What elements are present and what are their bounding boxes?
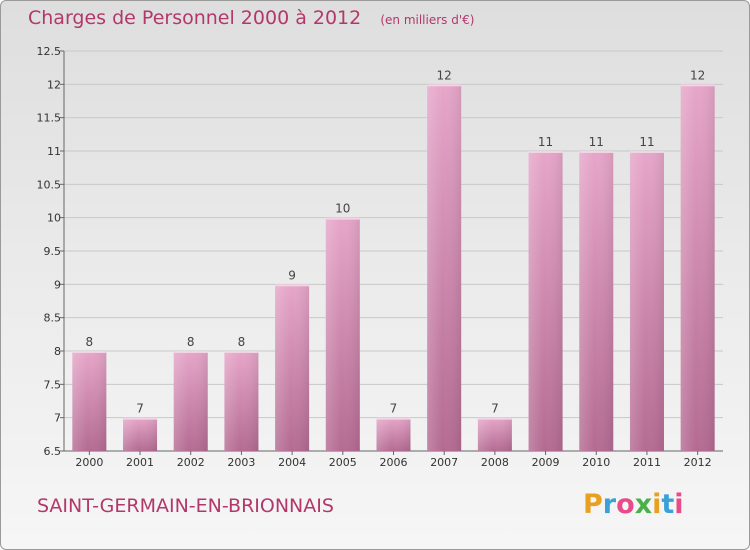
data-label: 11 <box>639 135 654 149</box>
chart-title: Charges de Personnel 2000 à 2012 <box>28 7 362 29</box>
y-tick-label: 6.5 <box>44 445 62 458</box>
logo-letter: r <box>602 489 617 520</box>
data-label: 11 <box>538 135 553 149</box>
bar-shade <box>325 217 360 451</box>
bar-shade <box>123 417 158 451</box>
y-tick-label: 7 <box>54 412 61 425</box>
data-label: 12 <box>690 68 705 82</box>
x-tick-label: 2004 <box>278 456 306 469</box>
y-tick-label: 9.5 <box>44 245 62 258</box>
data-label: 10 <box>335 202 350 216</box>
bar-shade <box>680 84 715 451</box>
bar-top-highlight <box>477 417 512 420</box>
x-tick-label: 2000 <box>75 456 103 469</box>
y-tick-label: 10 <box>47 212 61 225</box>
x-tick-label: 2011 <box>633 456 661 469</box>
x-tick-label: 2003 <box>227 456 255 469</box>
logo-letter: P <box>583 489 603 520</box>
title-row: Charges de Personnel 2000 à 2012 (en mil… <box>28 7 474 29</box>
y-tick-label: 11.5 <box>37 112 62 125</box>
bar-top-highlight <box>376 417 411 420</box>
proxiti-logo[interactable]: Proxiti <box>583 489 684 520</box>
logo-letter: t <box>661 489 675 520</box>
bar-top-highlight <box>173 351 208 353</box>
bar-shade <box>72 351 107 451</box>
bar-top-highlight <box>680 84 715 87</box>
bar-shade <box>579 151 614 451</box>
x-tick-label: 2009 <box>532 456 560 469</box>
bar-shade <box>376 417 411 451</box>
y-tick-label: 11 <box>47 145 61 158</box>
bar-top-highlight <box>123 417 158 420</box>
x-tick-label: 2007 <box>430 456 458 469</box>
bar-shade <box>173 351 208 451</box>
x-tick-label: 2008 <box>481 456 509 469</box>
data-label: 12 <box>437 68 452 82</box>
bar-top-highlight <box>427 84 462 87</box>
y-tick-label: 10.5 <box>37 178 62 191</box>
bar-top-highlight <box>224 351 259 353</box>
bar-top-highlight <box>275 284 310 287</box>
logo-letter: o <box>616 489 635 520</box>
commune-name: SAINT-GERMAIN-EN-BRIONNAIS <box>37 495 334 517</box>
bar-top-highlight <box>629 151 664 153</box>
data-label: 7 <box>136 402 144 416</box>
bar-shade <box>477 417 512 451</box>
y-tick-label: 12 <box>47 78 61 91</box>
x-tick-label: 2002 <box>177 456 205 469</box>
logo-letter: x <box>634 489 653 520</box>
data-label: 8 <box>238 335 246 349</box>
bar-top-highlight <box>528 151 563 153</box>
logo-letter: i <box>674 489 684 520</box>
bar-top-highlight <box>579 151 614 153</box>
x-tick-label: 2001 <box>126 456 154 469</box>
data-label: 8 <box>86 335 94 349</box>
data-label: 7 <box>390 402 398 416</box>
bars <box>72 84 715 451</box>
x-tick-label: 2006 <box>380 456 408 469</box>
x-tick-label: 2012 <box>684 456 712 469</box>
bar-top-highlight <box>72 351 107 353</box>
y-tick-label: 8 <box>54 345 61 358</box>
x-tick-label: 2010 <box>582 456 610 469</box>
data-label: 11 <box>589 135 604 149</box>
x-tick-label: 2005 <box>329 456 357 469</box>
chart-unit-note: (en milliers d'€) <box>380 13 475 27</box>
logo-letter: i <box>652 489 662 520</box>
data-label: 7 <box>491 402 499 416</box>
y-tick-label: 9 <box>54 278 61 291</box>
bar-shade <box>528 151 563 451</box>
data-label: 9 <box>288 268 296 282</box>
labels: 6.5 7 7.5 8 8.5 9 9.5 10 10.5 11 11.5 12 12.5 8 2000 7 2… <box>37 45 712 469</box>
data-label: 8 <box>187 335 195 349</box>
y-tick-label: 7.5 <box>44 378 62 391</box>
grid-lines <box>64 50 723 452</box>
y-tick-label: 8.5 <box>44 312 62 325</box>
y-tick-label: 12.5 <box>37 45 62 58</box>
bar-shade <box>629 151 664 451</box>
bar-shade <box>275 284 310 451</box>
bar-shade <box>427 84 462 451</box>
bar-shade <box>224 351 259 451</box>
axes <box>60 50 723 455</box>
bar-top-highlight <box>325 217 360 220</box>
